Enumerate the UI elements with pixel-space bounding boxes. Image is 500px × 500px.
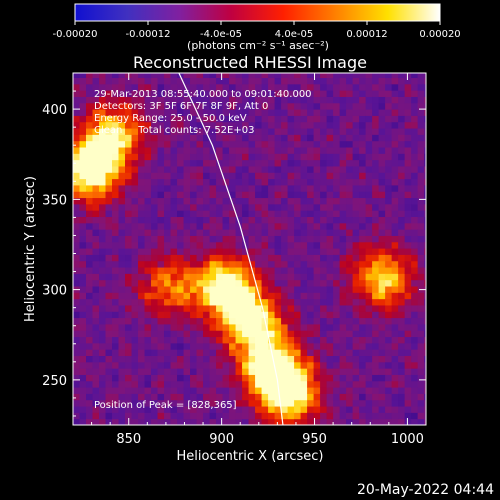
annotation-peak: Position of Peak = [828,365] [94,400,237,411]
x-axis-label: Heliocentric X (arcsec) [177,449,324,464]
colorbar-tick-label: -4.0e-05 [200,29,242,40]
solar-limb-curve [178,73,284,425]
y-tick-label: 400 [42,103,67,118]
chart-title: Reconstructed RHESSI Image [133,53,367,72]
colorbar-tick-label: -0.00012 [126,29,171,40]
colorbar-tick-label: 4.0e-05 [275,29,313,40]
heatmap-image [73,73,426,425]
annotation-detectors: Detectors: 3F 5F 6F 7F 8F 9F, Att 0 [94,101,268,112]
axis-ticks: 850 900 950 1000 250 300 350 400 [42,72,427,447]
y-axis-label: Heliocentric Y (arcsec) [23,176,38,322]
annotation-method: Clean Total counts: 7.52E+03 [94,125,254,136]
plot-frame [72,72,427,426]
colorbar-tick-label: -0.00020 [53,29,98,40]
annotation-time-range: 29-Mar-2013 08:55:40.000 to 09:01:40.000 [94,89,312,100]
colorbar [74,3,441,22]
y-tick-label: 250 [42,374,67,389]
x-tick-label: 850 [116,432,141,447]
y-tick-label: 350 [42,193,67,208]
annotation-energy-range: Energy Range: 25.0 - 50.0 keV [94,113,247,124]
y-tick-label: 300 [42,284,67,299]
colorbar-ticks: -0.00020 -0.00012 -4.0e-05 4.0e-05 0.00012 0.… [53,21,461,40]
x-tick-label: 900 [209,432,234,447]
x-tick-label: 950 [302,432,327,447]
footer-date: 20-May-2022 04:44 [356,482,494,498]
colorbar-units-label: (photons cm⁻² s⁻¹ asec⁻²) [187,39,329,52]
colorbar-tick-label: 0.00012 [346,29,387,40]
colorbar-tick-label: 0.00020 [419,29,460,40]
x-tick-label: 1000 [391,432,424,447]
